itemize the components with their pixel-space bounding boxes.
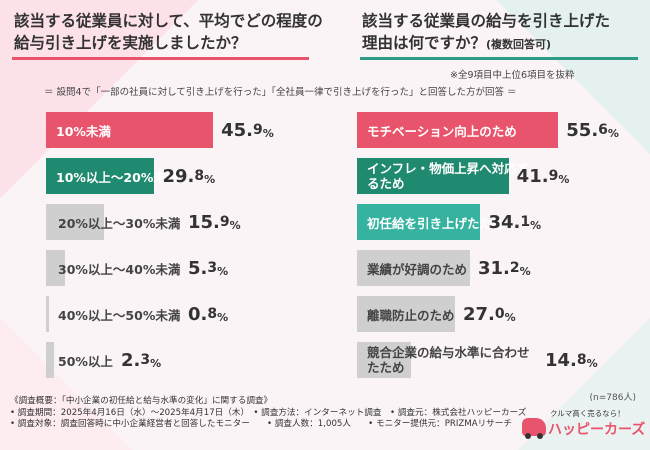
bar-value-label: 27. 0% (463, 303, 516, 325)
bar-category-label: 30%以上～40%未満 (58, 261, 181, 277)
bar-category-label: 40%以上～50%未満 (58, 307, 181, 323)
bar-row: 競合企業の給与水準に合わせたため 14. 8% (357, 342, 637, 378)
bar-row: 10%未満 45. 9% (46, 112, 316, 148)
bar-category-label: インフレ・物価上昇へ対応するため (367, 161, 530, 191)
bar-row: 10%以上～20%未満 29. 8% (46, 158, 316, 194)
bar-category-label: 10%未満 (56, 123, 111, 139)
top-right-note: ※全9項目中上位6項目を抜粋 (450, 70, 575, 81)
bar (357, 158, 509, 194)
bar-value-label: 45. 9% (221, 119, 274, 141)
right-chart-title: 該当する従業員の給与を引き上げた 理由は何ですか？(複数回答可) (362, 12, 611, 52)
bar-category-label: モチベーション向上のため (367, 123, 517, 139)
bar (46, 342, 55, 378)
bar-category-label: 競合企業の給与水準に合わせたため (367, 345, 530, 375)
bar (46, 204, 104, 240)
right-title-underline (360, 57, 638, 60)
sample-size: (n=786人) (589, 393, 636, 403)
bar-value-label: 41. 9% (516, 165, 570, 187)
bar (46, 158, 155, 194)
bar-category-label: 20%以上～30%未満 (58, 215, 181, 231)
bar (357, 296, 455, 332)
bar-row: 離職防止のため 27. 0% (357, 296, 637, 332)
bar-value-label: 29. 8% (162, 165, 216, 187)
survey-footer: 《調査概要：「中小企業の初任給と給与水準の変化」に関する調査》 • 調査期間：2… (10, 396, 527, 431)
bar-value-label: 55. 6% (566, 119, 619, 141)
bar-value-label: 34. 1% (488, 211, 542, 233)
bar (46, 296, 49, 332)
footer-line: 《調査概要：「中小企業の初任給と給与水準の変化」に関する調査》 (10, 396, 273, 406)
bar-category-label: 10%以上～20%未満 (56, 169, 179, 185)
footer-line: • 調査対象：調査回答時に中小企業経営者と回答したモニター • 調査人数：1,0… (10, 419, 512, 429)
bar-value-label: 15. 9% (188, 211, 241, 233)
bar-value-label: 14. 8% (545, 349, 598, 371)
bar-category-label: 業績が好調のため (367, 261, 468, 277)
bar-value-label: 0. 8% (188, 303, 229, 325)
bar-row: 初任給を引き上げたため 34. 1% (357, 204, 637, 240)
bar-category-label: 50%以上 (58, 353, 113, 369)
bar-row: インフレ・物価上昇へ対応するため 41. 9% (357, 158, 637, 194)
bar (357, 250, 470, 286)
bar-row: 50%以上 2. 3% (46, 342, 316, 378)
bar-row: 業績が好調のため 31. 2% (357, 250, 637, 286)
bar (46, 250, 66, 286)
bar-value-label: 5. 3% (188, 257, 229, 279)
bar (357, 112, 559, 148)
car-icon (522, 418, 546, 439)
footer-line: • 調査期間：2025年4月16日（水）～2025年4月17日（木） • 調査方… (10, 407, 527, 418)
bar-row: モチベーション向上のため 55. 6% (357, 112, 637, 148)
bar (357, 342, 411, 378)
bar-category-label: 離職防止のため (367, 307, 455, 323)
bar-value-label: 2. 3% (121, 349, 162, 371)
bar-category-label: 初任給を引き上げたため (367, 215, 505, 231)
bar-row: 40%以上～50%未満 0. 8% (46, 296, 316, 332)
bar-row: 20%以上～30%未満 15. 9% (46, 204, 316, 240)
left-chart-title: 該当する従業員に対して、平均でどの程度の 給与引き上げを実施しましたか？ (14, 12, 323, 52)
happycars-logo: クルマ高く売るなら！ ハッピーカーズ (520, 408, 645, 442)
bar (46, 112, 214, 148)
left-title-underline (12, 57, 309, 60)
condition-note: ＝ 設問4で「一部の社員に対して引き上げを行った」「全社員一律で引き上げを行った… (44, 87, 517, 98)
bar (357, 204, 481, 240)
bar-row: 30%以上～40%未満 5. 3% (46, 250, 316, 286)
bar-value-label: 31. 2% (477, 257, 531, 279)
